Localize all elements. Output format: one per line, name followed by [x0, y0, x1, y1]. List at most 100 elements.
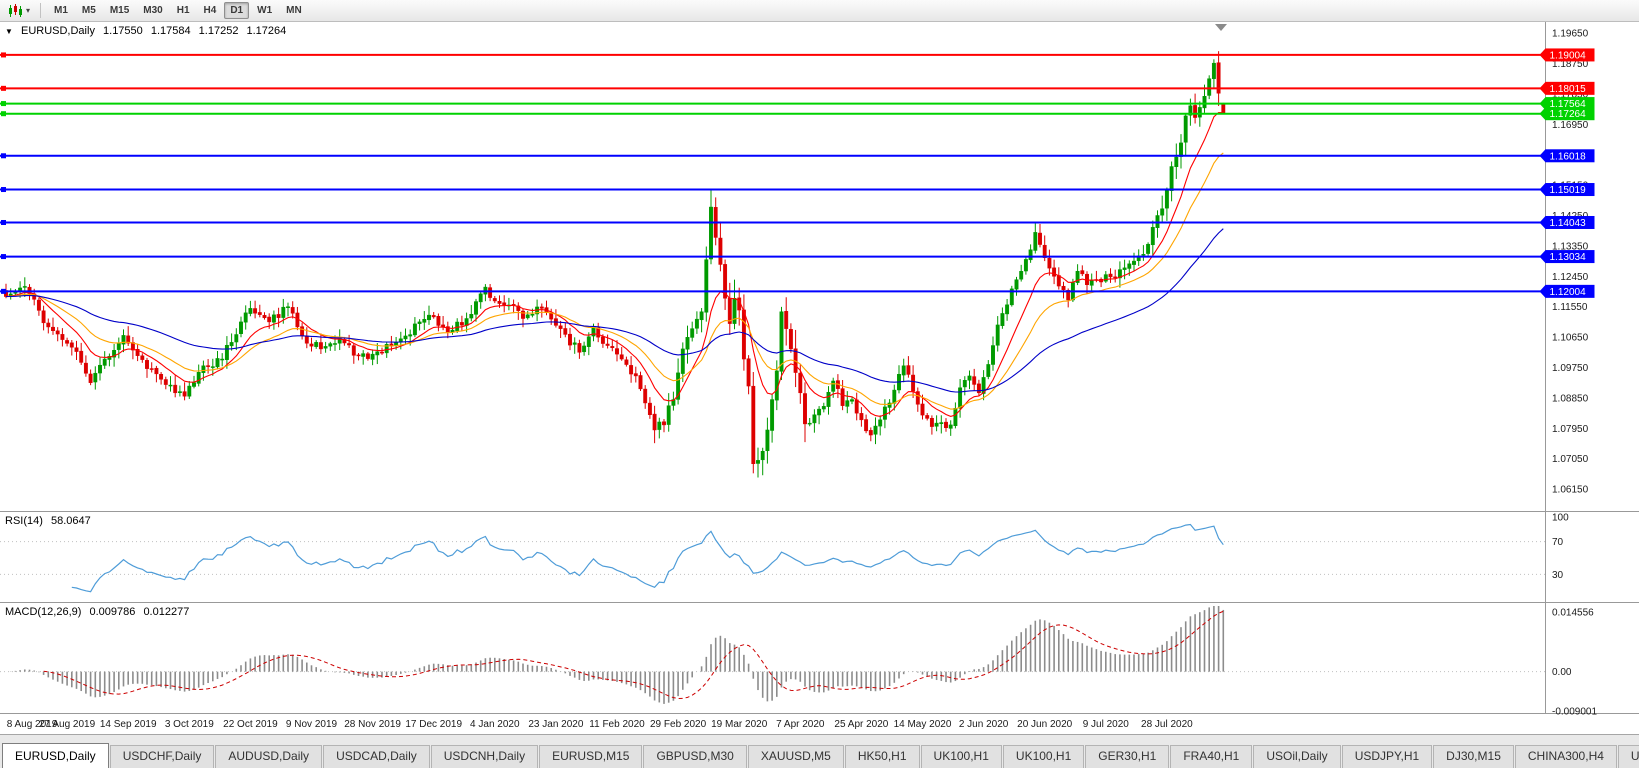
candle-body [41, 310, 46, 324]
ohlc-low: 1.17252 [198, 25, 239, 37]
date-axis-label: 22 Oct 2019 [223, 719, 278, 730]
collapse-triangle-icon[interactable]: ▼ [5, 27, 13, 36]
candle-body [168, 384, 173, 387]
candle-body [934, 422, 939, 427]
timeframe-button-h1[interactable]: H1 [176, 5, 190, 16]
candle-body [704, 259, 709, 313]
ohlc-open: 1.17550 [103, 25, 143, 37]
timeframe-button-m30[interactable]: M30 [143, 5, 163, 16]
timeframe-button-w1[interactable]: W1 [257, 5, 273, 16]
timeframe-button-h4[interactable]: H4 [203, 5, 217, 16]
candle-body [271, 314, 276, 323]
chart-tab-xauusd-m5[interactable]: XAUUSD,M5 [747, 745, 844, 768]
price-badge-pointer [1539, 284, 1546, 298]
level-line-handle[interactable] [1, 187, 6, 193]
chart-tab-usdcnh-daily[interactable]: USDCNH,Daily [430, 745, 539, 768]
candle-body [1042, 244, 1047, 258]
chart-tab-hk50-h1[interactable]: HK50,H1 [844, 745, 920, 768]
candle-body [257, 312, 262, 315]
date-axis-label: 9 Jul 2020 [1083, 719, 1130, 730]
timeframe-button-d1[interactable]: D1 [224, 2, 250, 19]
candle-body [812, 414, 817, 424]
candle-body [779, 311, 784, 372]
chart-tab-uk100-h1[interactable]: UK100,H1 [920, 745, 1002, 768]
candle-body [1146, 243, 1151, 254]
candle-body [497, 300, 502, 304]
level-line-handle[interactable] [1, 101, 6, 107]
price-badge [1545, 250, 1595, 264]
timeframe-button-m15[interactable]: M15 [109, 5, 130, 16]
candle-body [854, 399, 859, 414]
candle-body [1150, 227, 1155, 246]
timeframe-button-mn[interactable]: MN [286, 5, 302, 16]
candle-body [915, 391, 920, 405]
macd-indicator-name: MACD(12,26,9) [5, 606, 82, 618]
chart-tab-usdcad-daily[interactable]: USDCAD,Daily [323, 745, 430, 768]
price-axis-label: 1.16950 [1552, 120, 1589, 131]
candle-body [488, 287, 493, 298]
candle-body [868, 430, 873, 436]
candle-body [135, 348, 140, 356]
candle-body [422, 319, 427, 323]
moving-average-line-21 [5, 152, 1224, 410]
chart-tab-usdchf-daily[interactable]: USDCHF,Daily [109, 745, 215, 768]
level-line-handle[interactable] [1, 153, 6, 159]
candle-body [972, 376, 977, 385]
chart-type-button[interactable]: ▾ [4, 2, 34, 20]
level-line-handle[interactable] [1, 52, 6, 58]
level-line-handle[interactable] [1, 219, 6, 225]
level-line-handle[interactable] [1, 111, 6, 117]
candle-body [882, 406, 887, 420]
candle-body [751, 385, 756, 464]
candle-body [121, 335, 126, 345]
candle-body [911, 374, 916, 392]
chart-shift-marker-icon[interactable] [1215, 24, 1227, 31]
chart-tab-dj30-m15[interactable]: DJ30,M15 [1433, 745, 1514, 768]
chart-tab-eurusd-daily[interactable]: EURUSD,Daily [2, 743, 109, 768]
candle-body [1207, 78, 1212, 96]
candle-body [1033, 232, 1038, 251]
timeframe-button-m1[interactable]: M1 [54, 5, 68, 16]
chart-tab-eurusd-m15[interactable]: EURUSD,M15 [539, 745, 643, 768]
candle-body [1038, 232, 1042, 245]
candle-body [1023, 259, 1028, 272]
candle-body [177, 391, 182, 393]
date-axis-label: 27 Aug 2019 [39, 719, 96, 730]
level-line-handle[interactable] [1, 85, 6, 91]
timeframe-button-m5[interactable]: M5 [81, 5, 96, 16]
price-badge [1545, 149, 1595, 163]
candle-body [290, 307, 295, 314]
price-axis-label: 1.18750 [1552, 59, 1589, 70]
candle-body [328, 343, 333, 347]
rsi-axis-label: 100 [1552, 513, 1569, 524]
chart-tab-usdjpy-h1[interactable]: USDJPY,H1 [1341, 745, 1433, 768]
chart-tab-usoil-daily[interactable]: USOil,Daily [1253, 745, 1341, 768]
toolbar-separator [40, 3, 42, 18]
candle-body [243, 312, 248, 323]
candle-body [788, 329, 793, 350]
macd-signal-line [43, 610, 1224, 700]
chart-tab-usoil-h1[interactable]: USOil,H1 [1617, 745, 1639, 768]
candle-body [953, 408, 958, 426]
candle-body [676, 372, 681, 400]
chart-tab-fra40-h1[interactable]: FRA40,H1 [1170, 745, 1253, 768]
chart-tab-uk100-h1[interactable]: UK100,H1 [1002, 745, 1085, 768]
level-line-handle[interactable] [1, 288, 6, 294]
price-axis-label: 1.13350 [1552, 241, 1589, 252]
chart-tab-gbpusd-m30[interactable]: GBPUSD,M30 [643, 745, 747, 768]
candle-body [206, 365, 211, 367]
chart-tab-audusd-daily[interactable]: AUDUSD,Daily [215, 745, 323, 768]
candle-body [991, 345, 995, 365]
candle-body [210, 366, 215, 368]
candle-body [850, 399, 854, 402]
candle-body [596, 327, 601, 338]
level-line-handle[interactable] [1, 254, 6, 260]
moving-average-line-55 [5, 228, 1224, 393]
chart-tab-china300-h4[interactable]: CHINA300,H4 [1514, 745, 1617, 768]
chart-tab-ger30-h1[interactable]: GER30,H1 [1085, 745, 1170, 768]
candle-body [582, 345, 587, 353]
candle-body [1052, 267, 1057, 277]
candle-body [1188, 105, 1193, 116]
